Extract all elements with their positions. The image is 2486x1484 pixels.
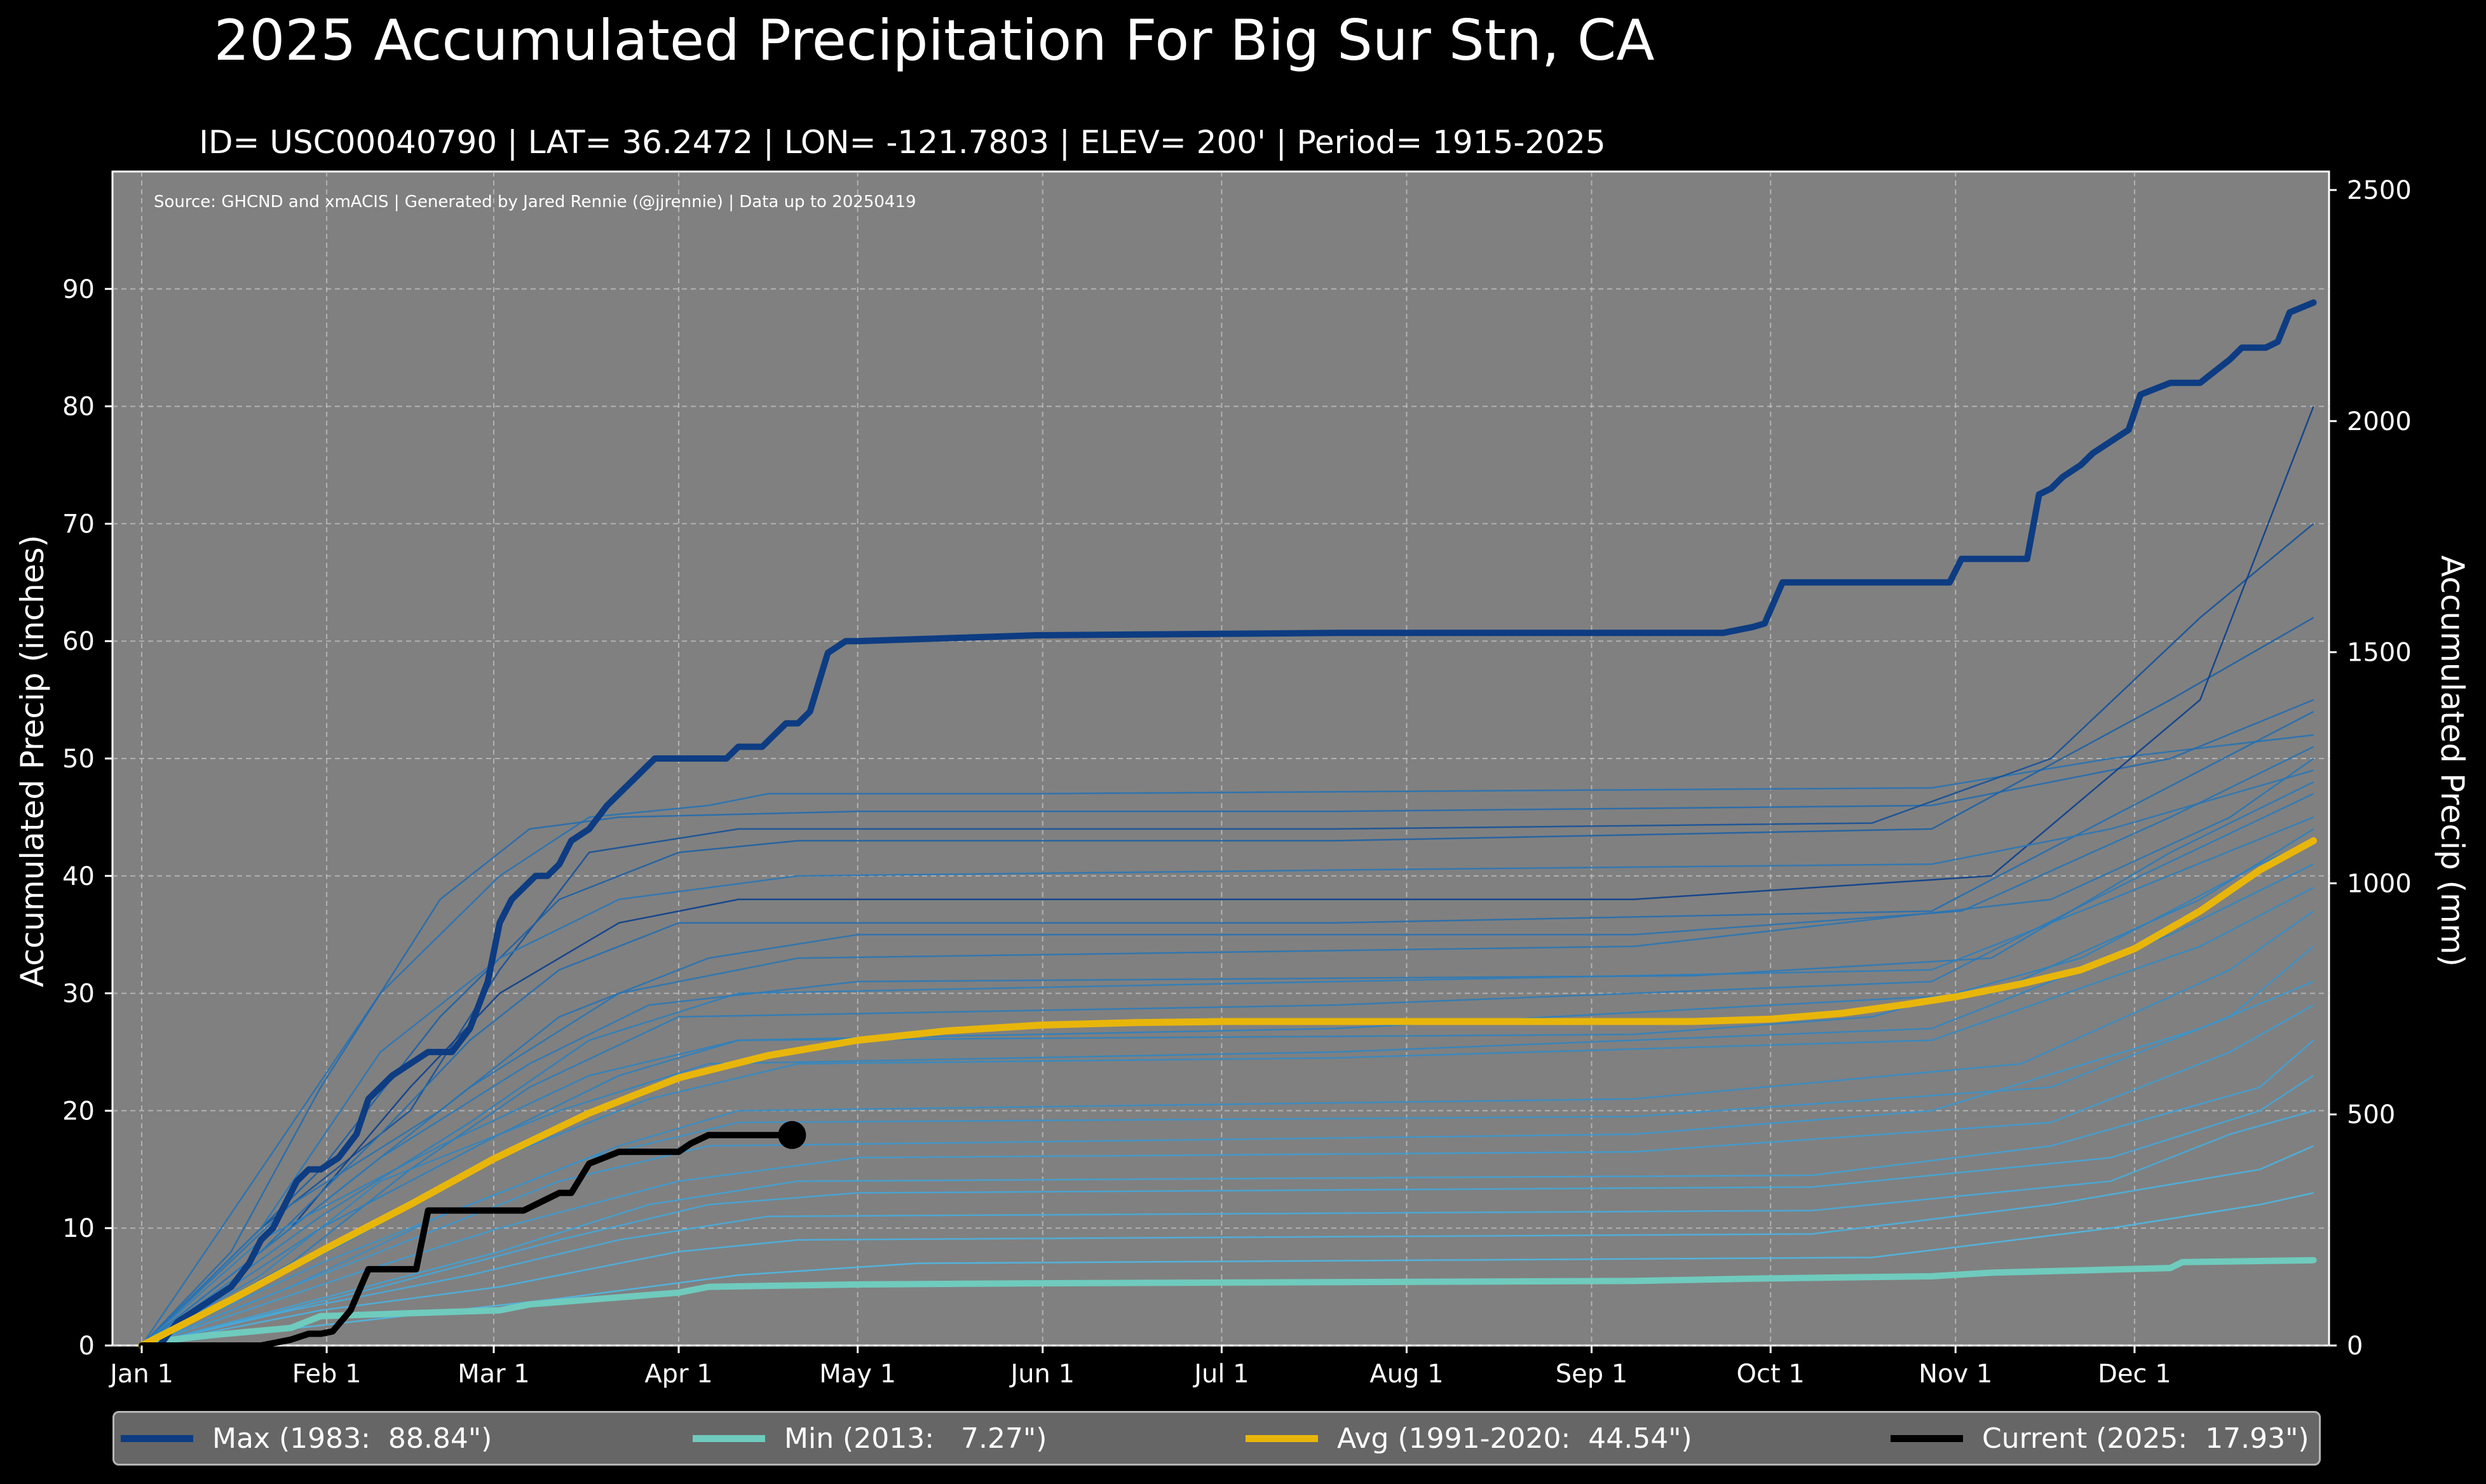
historical-line <box>141 910 2314 1347</box>
source-note: Source: GHCND and xmACIS | Generated by … <box>154 192 916 212</box>
x-tick-label: Dec 1 <box>2098 1359 2171 1389</box>
historical-line <box>141 769 2314 1346</box>
highlight-series <box>138 299 2318 1349</box>
min-series-line <box>139 1257 2317 1349</box>
y-right-tick-label: 2500 <box>2347 176 2412 205</box>
historical-line <box>141 746 2314 1346</box>
y-axis-label-left: Accumulated Precip (inches) <box>14 535 51 987</box>
historical-line <box>141 617 2314 1346</box>
y-tick-label: 70 <box>62 509 95 539</box>
legend-swatch-max <box>121 1434 193 1442</box>
legend-swatch-current <box>1891 1434 1963 1442</box>
historical-line <box>141 1074 2314 1347</box>
legend-label-max: Max (1983: 88.84") <box>212 1422 492 1455</box>
x-tick-label: May 1 <box>819 1359 896 1389</box>
historical-line <box>141 1110 2314 1347</box>
historical-line <box>141 710 2314 1346</box>
legend-item-max: Max (1983: 88.84") <box>121 1413 492 1464</box>
legend-label-min: Min (2013: 7.27") <box>784 1422 1047 1455</box>
historical-line <box>141 816 2314 1347</box>
historical-line <box>141 840 2314 1346</box>
legend-item-current: Current (2025: 17.93") <box>1891 1413 2309 1464</box>
historical-line <box>141 945 2314 1347</box>
historical-line <box>141 1145 2314 1347</box>
y-right-tick-label: 1000 <box>2347 869 2412 898</box>
legend-label-current: Current (2025: 17.93") <box>1982 1422 2309 1455</box>
x-tick-label: Nov 1 <box>1919 1359 1992 1389</box>
max-series-line <box>139 299 2317 1349</box>
y-tick-label: 40 <box>62 862 95 891</box>
y-right-tick-label: 0 <box>2347 1332 2363 1361</box>
x-tick-label: Oct 1 <box>1737 1359 1805 1389</box>
legend-label-avg: Avg (1991-2020: 44.54") <box>1337 1422 1692 1455</box>
historical-line <box>141 980 2314 1347</box>
chart-subtitle: ID= USC00040790 | LAT= 36.2472 | LON= -1… <box>199 124 1606 161</box>
x-tick-label: Jul 1 <box>1192 1359 1249 1389</box>
y-tick-label: 80 <box>62 393 95 422</box>
legend-swatch-min <box>693 1434 765 1442</box>
y-tick-label: 10 <box>62 1214 95 1243</box>
historical-line <box>141 1004 2314 1347</box>
legend-item-min: Min (2013: 7.27") <box>693 1413 1047 1464</box>
y-tick-label: 50 <box>62 745 95 774</box>
current-series-line <box>139 1131 796 1349</box>
historical-line <box>141 699 2314 1346</box>
x-tick-label: Jan 1 <box>108 1359 173 1389</box>
y-tick-label: 20 <box>62 1096 95 1126</box>
x-tick-label: Apr 1 <box>644 1359 712 1389</box>
legend-item-avg: Avg (1991-2020: 44.54") <box>1246 1413 1692 1464</box>
y-right-tick-label: 2000 <box>2347 407 2412 436</box>
chart-title: 2025 Accumulated Precipitation For Big S… <box>214 8 1655 73</box>
x-tick-label: Mar 1 <box>458 1359 530 1389</box>
historical-line <box>141 523 2314 1346</box>
y-right-tick-label: 1500 <box>2347 638 2412 668</box>
x-tick-label: Aug 1 <box>1369 1359 1443 1389</box>
historical-line <box>141 406 2314 1346</box>
x-tick-label: Feb 1 <box>292 1359 362 1389</box>
x-tick-label: Jun 1 <box>1009 1359 1075 1389</box>
y-right-tick-label: 500 <box>2347 1100 2395 1130</box>
y-tick-label: 30 <box>62 980 95 1009</box>
legend-swatch-avg <box>1246 1434 1318 1442</box>
y-tick-label: 60 <box>62 627 95 656</box>
avg-series-line <box>138 837 2318 1349</box>
historical-line <box>140 734 2314 1346</box>
x-tick-label: Sep 1 <box>1556 1359 1628 1389</box>
legend: Max (1983: 88.84") Min (2013: 7.27") Avg… <box>112 1411 2321 1466</box>
historical-line <box>141 1039 2314 1347</box>
y-axis-label-right: Accumulated Precip (mm) <box>2434 555 2471 967</box>
y-tick-label: 0 <box>79 1332 95 1361</box>
current-endpoint-marker <box>778 1121 806 1149</box>
axes: 0 10 20 30 40 50 60 70 80 90 Jan 1 Feb 1 Mar 1 Apr 1 M… <box>62 176 2412 1389</box>
y-tick-label: 90 <box>62 275 95 304</box>
